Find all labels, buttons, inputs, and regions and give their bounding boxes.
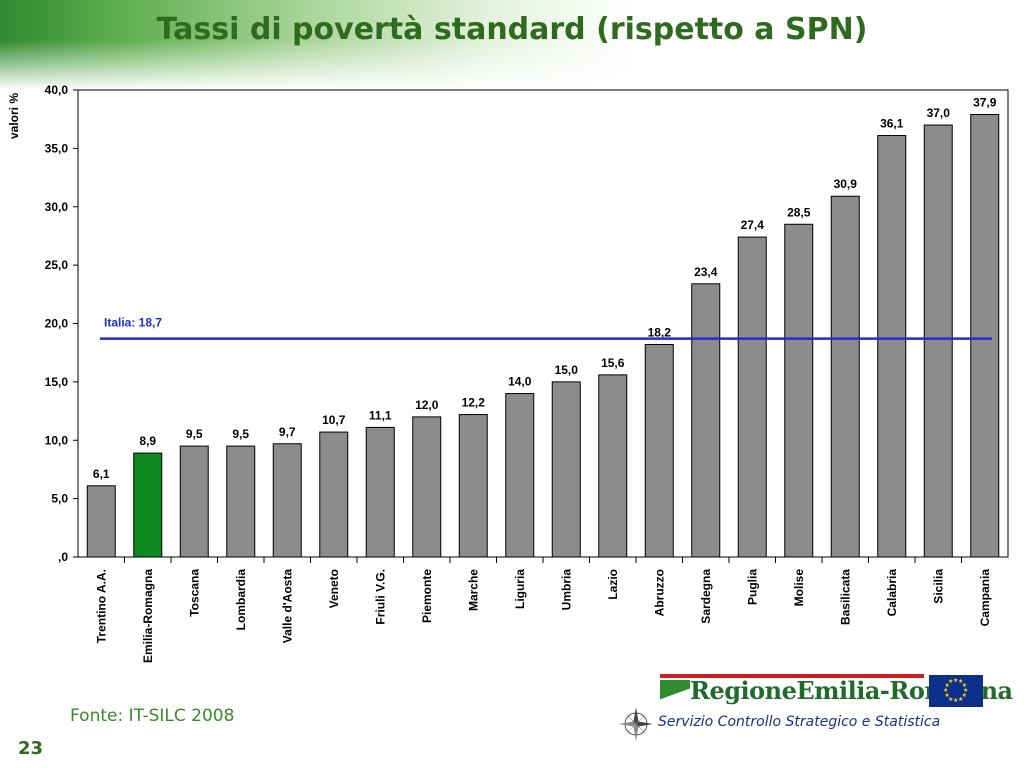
- category-label: Puglia: [745, 569, 759, 605]
- logo-emblem: [660, 680, 690, 704]
- y-axis-label: valori %: [7, 93, 21, 139]
- italia-reference-label: Italia: 18,7: [104, 316, 162, 330]
- bar-value-label: 15,6: [601, 356, 625, 370]
- category-label: Veneto: [327, 569, 341, 608]
- eu-star: ★: [953, 678, 959, 684]
- category-label: Toscana: [187, 569, 201, 617]
- y-tick-label: 15,0: [45, 375, 69, 389]
- eu-star: ★: [963, 688, 969, 694]
- bar-value-label: 12,0: [415, 398, 439, 412]
- eu-flag-icon: ★ ★ ★ ★ ★ ★ ★ ★ ★ ★ ★ ★: [929, 675, 983, 707]
- bar: [458, 414, 488, 558]
- bar-value-label: 8,9: [139, 434, 156, 448]
- category-label: Abruzzo: [652, 569, 666, 616]
- bar-value-label: 37,9: [973, 96, 997, 110]
- department-label: Servizio Controllo Strategico e Statisti…: [658, 714, 941, 730]
- category-label: Sardegna: [699, 569, 713, 624]
- logo-red-stripe: [660, 674, 924, 678]
- category-label: Basilicata: [838, 569, 852, 625]
- bar-chart: ,0 5,0 10,0 15,0 20,0 25,0 30,0 35,0 40,0 valori …: [7, 83, 1009, 663]
- category-label: Calabria: [885, 569, 899, 617]
- bar-value-label: 36,1: [880, 117, 904, 131]
- source-note: Fonte: IT-SILC 2008: [70, 706, 235, 726]
- eu-star: ★: [943, 688, 949, 694]
- bar: [272, 443, 302, 558]
- bar: [319, 431, 349, 558]
- eu-star: ★: [958, 679, 964, 686]
- bar: [691, 283, 721, 558]
- category-label: Valle d'Aosta: [280, 569, 294, 644]
- compass-rose-icon: [619, 707, 653, 741]
- y-tick-label: 40,0: [45, 83, 69, 97]
- bar-value-label: 11,1: [369, 408, 392, 422]
- eu-star: ★: [958, 696, 964, 703]
- category-label: Liguria: [513, 569, 527, 609]
- y-tick-label: 25,0: [45, 258, 69, 272]
- bar: [830, 195, 860, 558]
- bar: [877, 135, 907, 558]
- bar-value-label: 6,1: [93, 467, 110, 481]
- bar: [737, 236, 767, 558]
- eu-star: ★: [944, 693, 950, 699]
- bar: [970, 114, 1000, 558]
- bar-value-label: 27,4: [741, 218, 765, 232]
- bar: [598, 374, 628, 558]
- bar: [133, 452, 163, 558]
- bar: [551, 381, 581, 558]
- eu-star: ★: [961, 693, 968, 699]
- category-label: Piemonte: [420, 569, 434, 623]
- y-tick-label: 30,0: [45, 200, 69, 214]
- eu-star: ★: [944, 683, 950, 689]
- bar-value-label: 37,0: [927, 106, 951, 120]
- bar: [179, 445, 209, 558]
- bar-value-label: 15,0: [555, 363, 579, 377]
- category-label: Trentino A.A.: [94, 569, 108, 643]
- bar: [784, 223, 814, 558]
- plot-area: [77, 89, 1009, 558]
- title-banner-fade: [0, 40, 1024, 90]
- bar: [505, 393, 535, 558]
- eu-star: ★: [948, 696, 954, 703]
- bar: [86, 485, 116, 558]
- y-tick-label: 10,0: [45, 433, 69, 447]
- category-label: Molise: [792, 569, 806, 607]
- category-label: Lazio: [606, 569, 620, 600]
- y-tick-label: 20,0: [45, 317, 69, 331]
- bar-value-label: 9,5: [186, 427, 203, 441]
- bar: [412, 416, 442, 558]
- bar-value-label: 9,5: [232, 427, 249, 441]
- category-label: Sicilia: [931, 569, 945, 604]
- bar-value-label: 18,2: [648, 326, 672, 340]
- bar-value-label: 28,5: [787, 205, 811, 219]
- eu-star: ★: [961, 683, 968, 689]
- eu-star: ★: [953, 698, 959, 704]
- bar: [365, 426, 395, 558]
- y-tick-label: ,0: [58, 550, 68, 564]
- category-label: Emilia-Romagna: [141, 569, 155, 663]
- bar-value-label: 10,7: [322, 413, 346, 427]
- y-tick-label: 5,0: [51, 492, 68, 506]
- bar-value-label: 12,2: [462, 396, 486, 410]
- category-label: Campania: [978, 569, 992, 627]
- bar-value-label: 30,9: [834, 177, 858, 191]
- category-label: Friuli V.G.: [373, 569, 387, 625]
- bar-value-label: 23,4: [694, 265, 718, 279]
- category-label: Marche: [466, 569, 480, 611]
- bar: [226, 445, 256, 558]
- slide-title: Tassi di povertà standard (rispetto a SP…: [156, 12, 868, 47]
- page-number: 23: [18, 738, 44, 759]
- bar: [644, 344, 674, 558]
- bar: [923, 124, 953, 558]
- bar-value-label: 9,7: [279, 425, 296, 439]
- eu-star: ★: [948, 679, 954, 686]
- category-label: Umbria: [559, 569, 573, 611]
- bar-value-label: 14,0: [508, 375, 532, 389]
- category-label: Lombardia: [234, 569, 248, 631]
- y-tick-label: 35,0: [45, 141, 69, 155]
